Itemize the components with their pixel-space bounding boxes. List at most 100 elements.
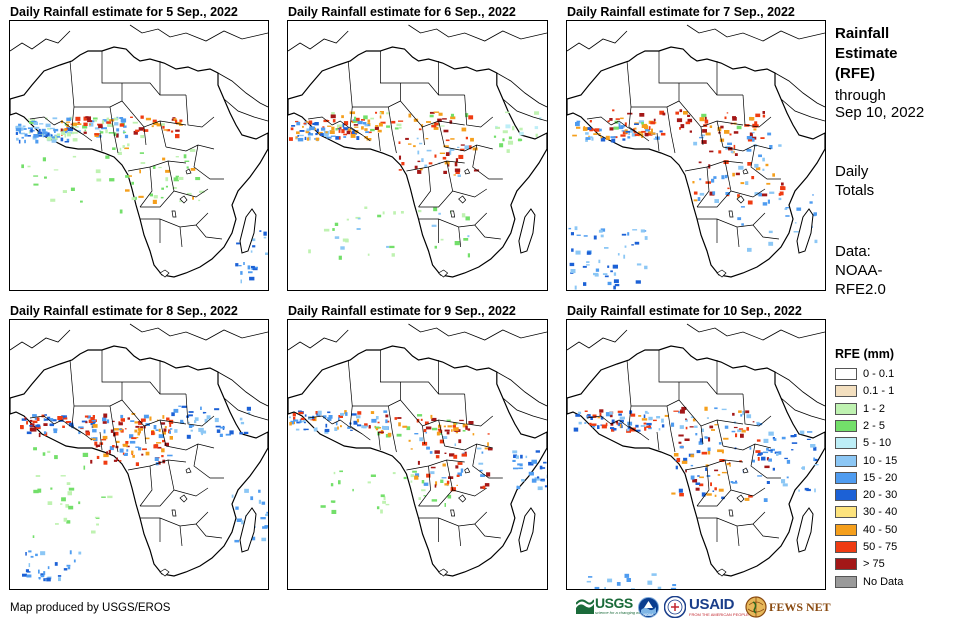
rain-cell (355, 117, 360, 122)
rain-cell (153, 444, 159, 449)
rain-cell (135, 196, 137, 200)
noaa-logo: NOAA (638, 597, 659, 618)
africa-outline (10, 46, 268, 278)
rain-cell (412, 470, 417, 473)
panel-title-sep5: Daily Rainfall estimate for 5 Sep., 2022 (10, 5, 238, 19)
rain-cell (664, 414, 669, 417)
rain-cell (30, 423, 35, 427)
rain-cell (762, 202, 768, 206)
rain-cell (126, 449, 129, 452)
rain-cell (453, 423, 457, 426)
rain-cell (627, 426, 631, 431)
rain-cell (186, 434, 191, 439)
rain-cell (417, 160, 421, 163)
rain-cell (120, 118, 127, 123)
rain-cell (96, 523, 99, 526)
rain-cell (303, 428, 309, 431)
legend-item: 2 - 5 (835, 419, 885, 433)
rain-cell (60, 137, 64, 142)
rain-cell (333, 471, 336, 475)
rain-cell (365, 131, 370, 133)
rain-cell (335, 128, 338, 131)
rain-cell (754, 163, 759, 168)
rain-cell (342, 123, 345, 128)
rain-cell (639, 113, 645, 117)
rain-cell (445, 152, 450, 156)
rain-cell (140, 162, 146, 164)
rain-cell (334, 427, 338, 431)
rain-cell (137, 431, 140, 436)
rain-cell (219, 426, 225, 429)
rain-cell (186, 192, 192, 196)
rain-cell (583, 126, 586, 129)
rain-cell (88, 122, 94, 127)
rain-cell (618, 413, 622, 416)
rain-cell (468, 145, 472, 150)
rain-cell (330, 135, 336, 137)
rain-cell (300, 417, 305, 421)
rain-cell (798, 489, 800, 492)
rain-cell (327, 411, 331, 414)
rain-cell (66, 117, 71, 121)
rain-cell (744, 497, 750, 501)
rain-cell (425, 138, 429, 140)
rain-cell (752, 421, 755, 423)
rain-cell (762, 114, 766, 118)
rain-cell (377, 129, 382, 133)
rain-cell (305, 130, 310, 134)
rain-cell (252, 245, 256, 248)
rain-cell (601, 424, 607, 429)
rain-cell (751, 459, 755, 463)
rain-cell (116, 457, 118, 461)
rain-cell (659, 110, 665, 115)
rain-cell (152, 199, 157, 204)
rain-cell (127, 417, 130, 420)
rain-cell (347, 128, 352, 133)
rain-cell (72, 138, 78, 142)
rain-cell (619, 416, 625, 420)
rain-cell (92, 415, 95, 419)
rain-cell (593, 133, 598, 135)
rain-cell (600, 234, 604, 238)
usaid-logo-text: USAID (689, 596, 735, 613)
rain-cell (296, 421, 300, 424)
rain-cell (517, 138, 523, 141)
rain-cell (105, 129, 108, 134)
rain-cell (511, 126, 515, 131)
rain-cell (95, 169, 101, 174)
rain-cell (784, 457, 788, 460)
rainfall-map-sep8 (9, 319, 269, 590)
rain-cell (64, 141, 69, 143)
rain-cell (710, 482, 712, 487)
rain-cell (631, 588, 635, 589)
rain-cell (50, 127, 55, 130)
rain-cell (421, 489, 426, 492)
rain-cell (260, 517, 266, 520)
rain-cell (385, 414, 389, 418)
rain-cell (426, 121, 431, 123)
rain-cell (516, 486, 521, 490)
rain-cell (295, 120, 299, 123)
rain-cell (323, 133, 329, 137)
rain-cell (138, 421, 143, 425)
rain-cell (337, 480, 341, 485)
rain-cell (124, 428, 127, 430)
rain-cell (374, 426, 380, 429)
rain-cell (325, 131, 328, 134)
rain-cell (188, 411, 194, 413)
rain-cell (75, 116, 81, 121)
legend-item: 20 - 30 (835, 488, 897, 502)
rain-cell (124, 147, 129, 150)
rain-cell (51, 139, 57, 143)
rain-cell (189, 148, 196, 152)
rain-cell (353, 420, 358, 425)
rain-cell (38, 128, 41, 132)
legend-swatch (835, 489, 857, 502)
rain-cell (315, 137, 320, 141)
rain-cell (292, 413, 296, 417)
rain-cell (366, 424, 369, 428)
rain-cell (219, 433, 223, 437)
rain-cell (613, 279, 619, 284)
rain-cell (690, 475, 695, 480)
rain-cell (35, 139, 39, 144)
